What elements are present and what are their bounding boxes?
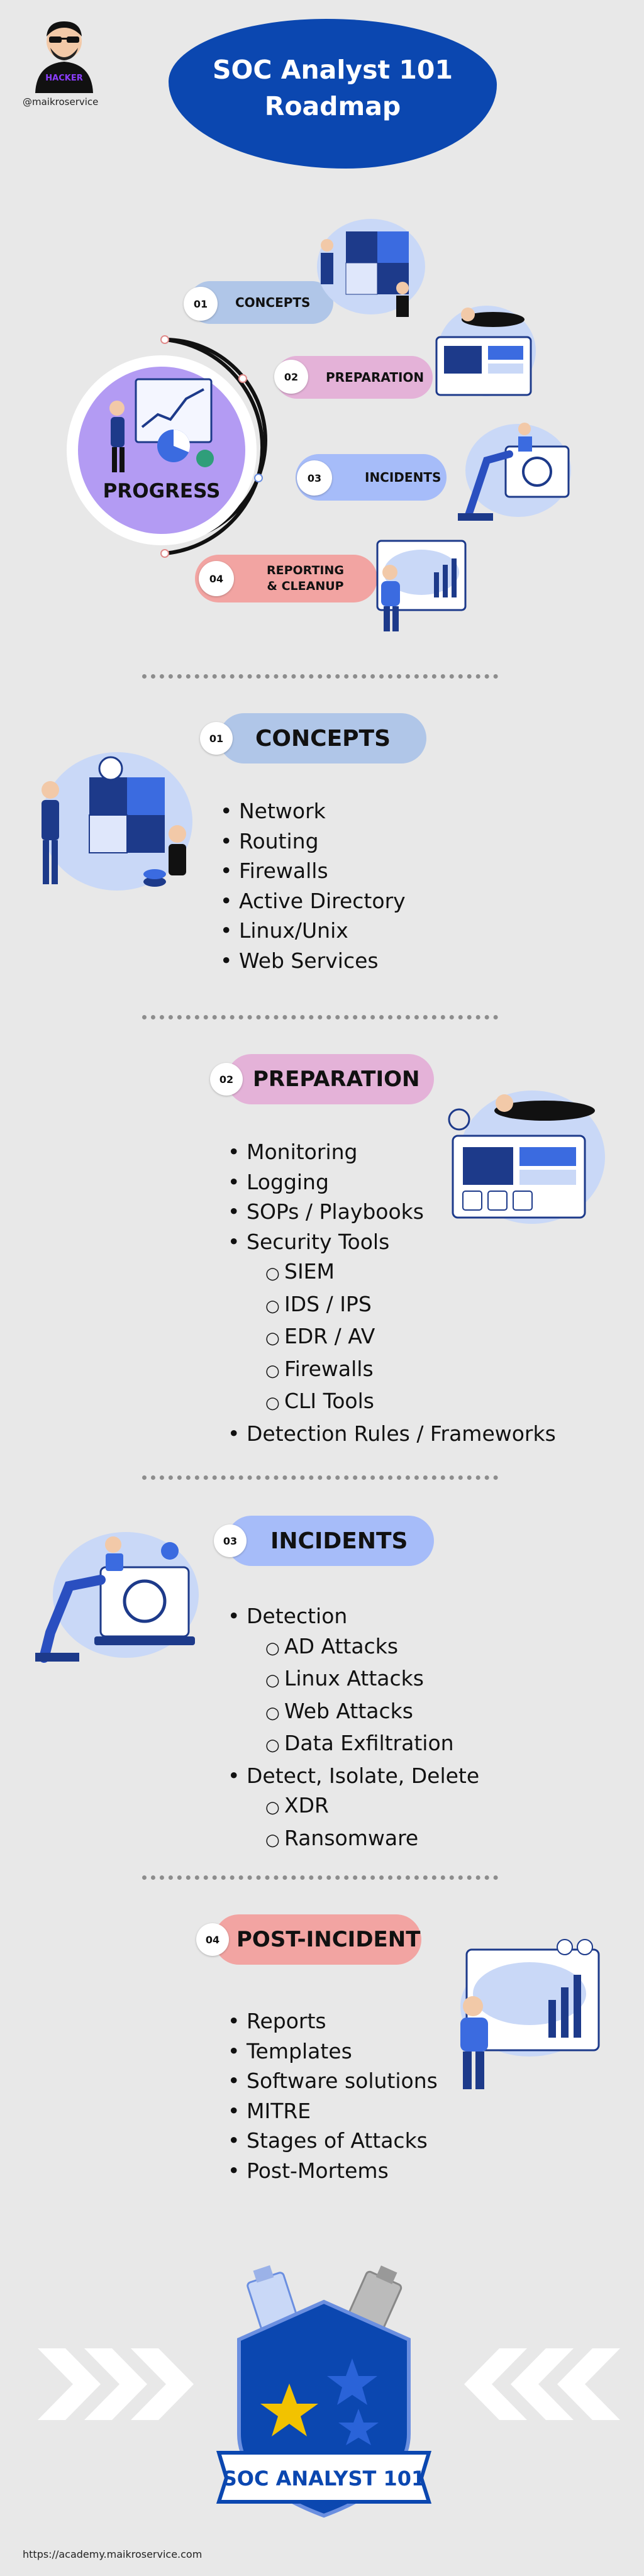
author-handle: @maikroservice (23, 96, 99, 108)
section-number: 02 (210, 1063, 243, 1096)
analyst-dashboard-illustration (376, 540, 467, 631)
list-item: Templates (228, 2036, 438, 2067)
list-item: Detection Rules / Frameworks (228, 1419, 556, 1449)
list-subitem: XDR (228, 1790, 479, 1823)
analyst-dashboard-illustration (460, 1939, 600, 2089)
roadmap-step-number: 01 (184, 287, 218, 321)
list-item: Reports (228, 2006, 438, 2036)
developer-illustration (435, 306, 536, 396)
incidents-list: Detection AD Attacks Linux Attacks Web A… (228, 1601, 479, 1855)
list-item: Post-Mortems (228, 2156, 438, 2186)
preparation-list: Monitoring Logging SOPs / Playbooks Secu… (228, 1137, 556, 1448)
puzzle-team-illustration (42, 752, 192, 891)
progress-label: PROGRESS (103, 480, 221, 502)
badge-label: SOC ANALYST 101 (223, 2467, 426, 2490)
list-item: Software solutions (228, 2066, 438, 2096)
list-subitem: Web Attacks (228, 1696, 479, 1729)
list-item: Security Tools (228, 1227, 556, 1257)
concepts-list: Network Routing Firewalls Active Directo… (220, 796, 406, 975)
list-item: Network (220, 796, 406, 826)
list-item: SOPs / Playbooks (228, 1197, 556, 1227)
list-subitem: Linux Attacks (228, 1663, 479, 1696)
list-item: Logging (228, 1167, 556, 1197)
list-subitem: EDR / AV (228, 1321, 556, 1354)
section-header-preparation[interactable]: PREPARATION (226, 1054, 434, 1104)
list-subitem: IDS / IPS (228, 1289, 556, 1322)
list-subitem: Data Exfiltration (228, 1728, 479, 1761)
footer-url[interactable]: https://academy.maikroservice.com (23, 2548, 203, 2560)
section-number: 04 (196, 1923, 229, 1956)
list-item: Stages of Attacks (228, 2126, 438, 2156)
robot-arm-illustration (458, 423, 571, 521)
avatar: HACKER (30, 13, 98, 93)
section-number: 03 (214, 1524, 247, 1557)
list-item: Monitoring (228, 1137, 556, 1167)
section-header-concepts[interactable]: CONCEPTS (219, 713, 426, 763)
section-divider (142, 1475, 498, 1480)
section-header-incidents[interactable]: INCIDENTS (226, 1516, 434, 1566)
chevrons-right-icon (38, 2348, 194, 2420)
list-item: Routing (220, 826, 406, 857)
list-item: Detect, Isolate, Delete (228, 1761, 479, 1791)
list-item: Active Directory (220, 886, 406, 916)
list-item: Linux/Unix (220, 916, 406, 946)
list-subitem: Firewalls (228, 1354, 556, 1387)
title-banner (169, 19, 497, 169)
list-subitem: Ransomware (228, 1823, 479, 1856)
progress-illustration (109, 378, 214, 472)
list-item: Firewalls (220, 856, 406, 886)
section-divider (142, 674, 498, 679)
roadmap-step-number: 04 (199, 561, 234, 596)
chevrons-left-icon (464, 2348, 620, 2420)
list-item: Detection (228, 1601, 479, 1631)
roadmap-step-reporting[interactable]: REPORTING & CLEANUP (195, 555, 377, 602)
section-divider (142, 1875, 498, 1880)
svg-text:HACKER: HACKER (45, 74, 82, 83)
roadmap-step-number: 03 (297, 460, 332, 496)
puzzle-team-illustration (317, 219, 425, 317)
list-item: MITRE (228, 2096, 438, 2126)
post-incident-list: Reports Templates Software solutions MIT… (228, 2006, 438, 2185)
list-item: Web Services (220, 946, 406, 976)
list-subitem: SIEM (228, 1257, 556, 1289)
section-number: 01 (200, 722, 233, 755)
list-subitem: CLI Tools (228, 1386, 556, 1419)
section-divider (142, 1015, 498, 1019)
progress-hub: PROGRESS (67, 355, 257, 545)
soc-analyst-badge: SOC ANALYST 101 (216, 2265, 432, 2518)
page-title: SOC Analyst 101 Roadmap (213, 55, 453, 121)
roadmap-step-number: 02 (274, 360, 308, 394)
robot-arm-illustration (35, 1532, 199, 1663)
list-subitem: AD Attacks (228, 1631, 479, 1664)
section-header-post-incident[interactable]: POST-INCIDENT (214, 1914, 421, 1965)
